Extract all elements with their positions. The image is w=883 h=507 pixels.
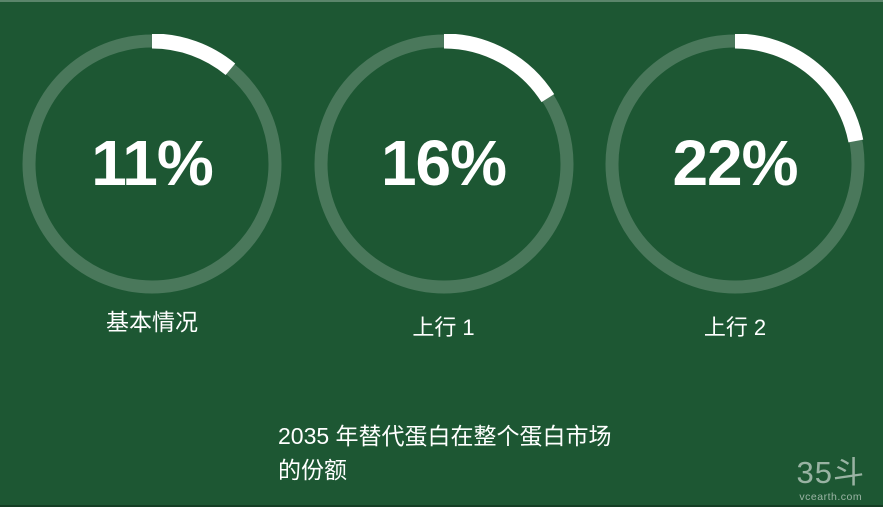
vcearth-watermark: 35斗 vcearth.com xyxy=(796,454,865,503)
bottom-edge-line xyxy=(0,505,883,507)
percentage-value: 22% xyxy=(672,127,798,199)
top-edge-line xyxy=(0,0,883,2)
percentage-value: 11% xyxy=(91,127,214,199)
ring-label: 基本情况 xyxy=(106,309,198,335)
chart-caption: 2035 年替代蛋白在整个蛋白市场 的份额 xyxy=(278,419,612,487)
percentage-value: 16% xyxy=(380,127,507,199)
donut-chart-upside-2: 22% 上行 2 xyxy=(605,34,865,342)
donut-ring: 16% xyxy=(313,34,574,294)
donut-arc xyxy=(605,34,865,294)
vcearth-site-url: vcearth.com xyxy=(799,490,863,503)
vcearth-logo: 35斗 xyxy=(796,454,865,490)
ring-label: 上行 1 xyxy=(412,315,475,340)
donut-row: 11% 基本情况 16% 上行 1 22% 上行 2 xyxy=(22,34,865,342)
donut-chart-upside-1: 16% 上行 1 xyxy=(313,34,574,342)
ring-label: 上行 2 xyxy=(703,315,767,340)
donut-arc xyxy=(313,34,574,294)
donut-ring: 22% xyxy=(605,34,865,294)
chart-caption-line1: 2035 年替代蛋白在整个蛋白市场 xyxy=(278,423,612,449)
chart-caption-line2: 的份额 xyxy=(278,457,347,483)
donut-chart-base-case: 11% 基本情况 xyxy=(22,34,282,342)
donut-arc xyxy=(22,34,282,294)
donut-ring: 11% xyxy=(22,34,282,294)
